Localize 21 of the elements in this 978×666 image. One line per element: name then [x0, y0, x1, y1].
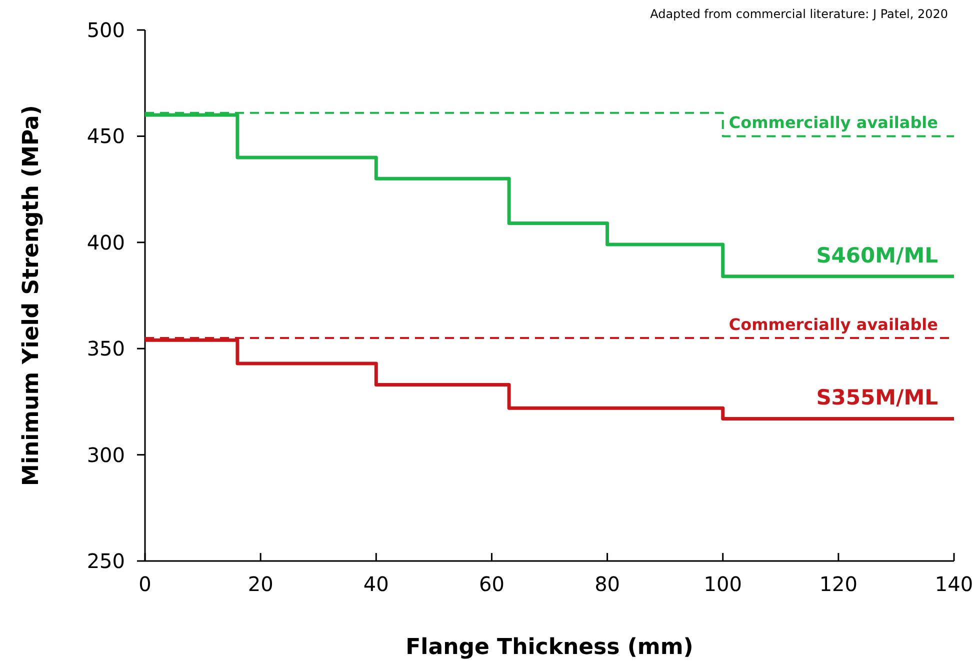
x-tick-label: 120	[819, 572, 858, 596]
x-tick-label: 140	[934, 572, 974, 596]
series-label: Commercially available	[728, 113, 938, 132]
y-tick-label: 500	[86, 18, 125, 42]
x-tick-label: 60	[478, 572, 504, 596]
y-tick-label: 350	[86, 336, 125, 361]
x-tick-label: 40	[363, 572, 389, 596]
text: Adapted from commercial literature: J Patel, 2020	[650, 7, 948, 21]
y-axis-title: Minimum Yield Strength (MPa)	[19, 105, 44, 486]
x-tick-label: 20	[248, 572, 274, 596]
y-tick-label: 250	[86, 549, 125, 573]
x-tick-label: 80	[594, 572, 620, 596]
series-label: Commercially available	[728, 314, 938, 334]
x-tick-label: 0	[138, 572, 152, 596]
series-label: S355M/ML	[816, 386, 938, 410]
y-tick-label: 300	[86, 442, 125, 467]
y-tick-label: 400	[86, 230, 125, 254]
y-tick-label: 450	[86, 124, 125, 148]
x-tick-label: 100	[704, 572, 742, 596]
series-label: S460M/ML	[816, 243, 938, 268]
x-axis-title: Flange Thickness (mm)	[406, 635, 694, 660]
